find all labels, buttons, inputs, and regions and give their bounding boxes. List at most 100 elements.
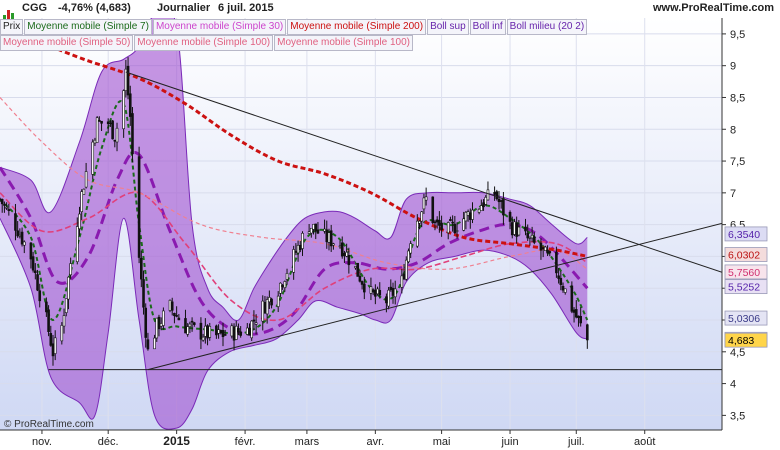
candle bbox=[557, 267, 560, 284]
candle-body bbox=[354, 266, 357, 269]
candle bbox=[279, 282, 282, 297]
candle-body bbox=[69, 263, 72, 276]
legend-sma200[interactable]: Moyenne mobile (Simple 200) bbox=[287, 19, 427, 35]
candle bbox=[47, 305, 50, 337]
candle bbox=[170, 297, 174, 316]
candle-body bbox=[499, 200, 503, 202]
candle-body bbox=[343, 253, 346, 256]
candle bbox=[175, 306, 178, 318]
x-tick-label: mai bbox=[433, 436, 451, 448]
candle-body bbox=[466, 211, 470, 216]
x-tick-label: juil. bbox=[567, 436, 585, 448]
candle-body bbox=[250, 320, 254, 339]
candle bbox=[186, 323, 189, 337]
candle-body bbox=[508, 211, 512, 222]
candle-body bbox=[493, 192, 496, 195]
value-marker-label: 6,0302 bbox=[728, 250, 760, 262]
candle bbox=[162, 307, 165, 330]
candle-body bbox=[67, 276, 70, 300]
candle-body bbox=[409, 243, 412, 254]
candle-body bbox=[378, 289, 382, 296]
candle bbox=[140, 250, 143, 288]
legend-boll-inf[interactable]: Boll inf bbox=[469, 19, 506, 35]
candle bbox=[36, 269, 39, 292]
value-marker-box bbox=[724, 264, 768, 280]
legend-sma100-b[interactable]: Moyenne mobile (Simple 100) bbox=[274, 35, 413, 51]
candle-body bbox=[20, 231, 24, 245]
candle-body bbox=[31, 256, 35, 271]
candle bbox=[84, 162, 88, 189]
candle-body bbox=[371, 289, 375, 293]
candle-body bbox=[190, 320, 194, 323]
candle-body bbox=[122, 90, 125, 130]
candle bbox=[378, 282, 382, 299]
legend-boll-sup[interactable]: Boll sup bbox=[427, 19, 469, 35]
candle-body bbox=[0, 199, 4, 205]
candle bbox=[31, 251, 35, 273]
header-site[interactable]: www.ProRealTime.com bbox=[652, 2, 774, 14]
candle bbox=[137, 146, 141, 264]
candle bbox=[80, 189, 83, 221]
candle-body bbox=[177, 317, 181, 321]
candle bbox=[455, 222, 459, 239]
candle-body bbox=[276, 295, 280, 307]
candle-body bbox=[292, 249, 295, 273]
candle bbox=[517, 220, 521, 237]
legend-boll-mid[interactable]: Boll milieu (20 2) bbox=[506, 19, 588, 35]
candle-body bbox=[82, 188, 86, 195]
legend-sma100-a[interactable]: Moyenne mobile (Simple 100) bbox=[134, 35, 274, 51]
candle-body bbox=[435, 219, 439, 223]
candle-body bbox=[468, 212, 472, 220]
candle bbox=[49, 325, 53, 347]
candle-body bbox=[221, 330, 225, 338]
candle-body bbox=[451, 221, 454, 224]
candle-body bbox=[237, 328, 240, 333]
candle-body bbox=[358, 275, 362, 282]
candle-body bbox=[298, 245, 302, 251]
candle-body bbox=[563, 288, 567, 293]
candle bbox=[563, 288, 567, 295]
candle-body bbox=[22, 241, 26, 246]
legend-sma50[interactable]: Moyenne mobile (Simple 50) bbox=[0, 35, 134, 51]
candle-body bbox=[53, 337, 57, 354]
candle bbox=[239, 326, 242, 338]
candle-body bbox=[416, 220, 419, 247]
candle bbox=[570, 281, 574, 314]
candle bbox=[561, 282, 565, 293]
candle-body bbox=[78, 213, 81, 230]
value-marker-box bbox=[724, 310, 768, 326]
candle bbox=[347, 247, 351, 274]
candle-body bbox=[338, 245, 342, 248]
candle-body bbox=[16, 230, 19, 237]
candle bbox=[422, 193, 426, 215]
legend-sma7[interactable]: Moyenne mobile (Simple 7) bbox=[24, 19, 152, 35]
candle bbox=[400, 268, 404, 294]
candle bbox=[451, 215, 454, 232]
candle-body bbox=[332, 243, 335, 246]
candle-body bbox=[29, 242, 33, 260]
candle bbox=[276, 291, 280, 313]
candle-body bbox=[5, 207, 8, 209]
candle bbox=[208, 322, 212, 341]
legend-price[interactable]: Prix bbox=[0, 19, 24, 35]
candle-body bbox=[232, 326, 236, 341]
candle bbox=[471, 202, 474, 224]
candle-body bbox=[433, 221, 437, 224]
candle bbox=[265, 296, 269, 324]
candle-body bbox=[208, 326, 212, 338]
y-tick-label: 4 bbox=[730, 379, 736, 391]
sma100-line bbox=[0, 97, 588, 270]
candle-body bbox=[555, 251, 558, 274]
candle-body bbox=[234, 325, 238, 340]
candle-body bbox=[38, 290, 42, 302]
candle-body bbox=[528, 237, 532, 239]
value-marker: 5,0306 bbox=[724, 310, 768, 326]
candle bbox=[431, 196, 435, 225]
candle bbox=[356, 262, 359, 277]
candle-body bbox=[517, 226, 521, 236]
candle bbox=[38, 283, 42, 308]
y-tick-label: 8,5 bbox=[730, 92, 745, 104]
candle-body bbox=[533, 236, 536, 243]
legend-sma30[interactable]: Moyenne mobile (Simple 30) bbox=[152, 19, 287, 35]
candle-body bbox=[404, 259, 408, 280]
